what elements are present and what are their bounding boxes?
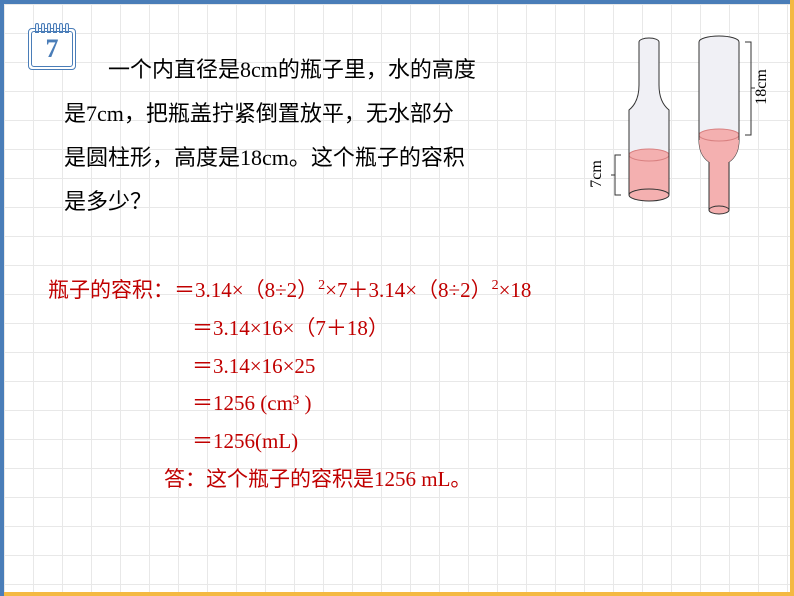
bottle-upright bbox=[611, 38, 669, 201]
p-diameter: 8cm bbox=[240, 57, 278, 82]
p-l2-mid: ，把瓶盖拧紧倒置放平，无水部分 bbox=[124, 101, 454, 126]
solution-line-3: ＝3.14×16×25 bbox=[192, 348, 531, 386]
solution-answer: 答：这个瓶子的容积是1256 mL。 bbox=[164, 461, 531, 499]
bottle-inverted bbox=[699, 36, 755, 214]
sol-label: 瓶子的容积： bbox=[48, 278, 174, 302]
solution-line-1: 瓶子的容积：＝3.14×（8÷2）2×7＋3.14×（8÷2）2×18 bbox=[48, 272, 531, 310]
p-l4: 是多少？ bbox=[64, 189, 152, 214]
label-18cm: 18cm bbox=[753, 69, 771, 105]
solution-line-4: ＝1256 (cm³ ) bbox=[192, 385, 531, 423]
p-l3-pre: 是圆柱形，高度是 bbox=[64, 145, 240, 170]
p-air-h: 18cm bbox=[240, 145, 289, 170]
bottles-diagram: 7cm 18cm bbox=[589, 30, 774, 225]
border-bottom bbox=[0, 592, 794, 596]
p-l2-pre: 是 bbox=[64, 101, 86, 126]
p-l1-pre: 一个内直径是 bbox=[108, 57, 240, 82]
sol-eq1: ＝3.14×（8÷2） bbox=[174, 278, 318, 302]
p-water-h: 7cm bbox=[86, 101, 124, 126]
sol-exp-b: 2 bbox=[492, 278, 499, 293]
sol-eq1b: ×7＋3.14×（8÷2） bbox=[325, 278, 491, 302]
p-l1-post: 的瓶子里，水的高度 bbox=[278, 57, 476, 82]
p-l3-post: 。这个瓶子的容积 bbox=[289, 145, 465, 170]
solution-line-5: ＝1256(mL) bbox=[192, 423, 531, 461]
solution-line-2: ＝3.14×16×（7＋18） bbox=[192, 310, 531, 348]
border-left bbox=[0, 0, 4, 596]
sol-eq1c: ×18 bbox=[499, 278, 532, 302]
border-right bbox=[790, 0, 794, 596]
problem-text: 一个内直径是8cm的瓶子里，水的高度 是7cm，把瓶盖拧紧倒置放平，无水部分 是… bbox=[64, 48, 574, 224]
label-7cm: 7cm bbox=[588, 160, 606, 188]
border-top bbox=[0, 0, 794, 4]
solution-block: 瓶子的容积：＝3.14×（8÷2）2×7＋3.14×（8÷2）2×18 ＝3.1… bbox=[48, 272, 531, 499]
